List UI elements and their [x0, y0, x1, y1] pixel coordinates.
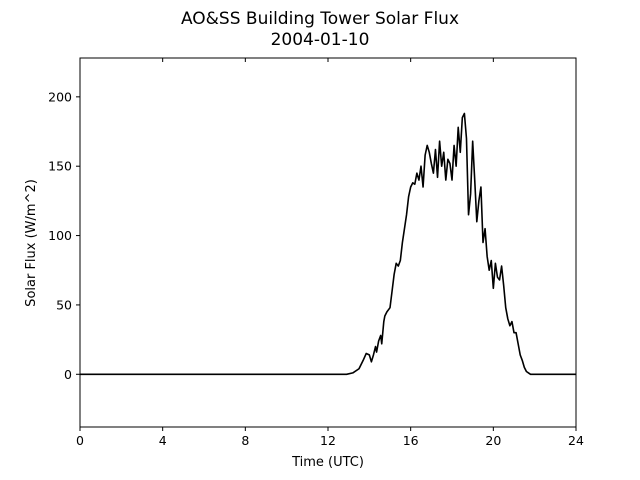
y-tick-label-1: 50 — [56, 297, 72, 312]
series-line-0 — [80, 112, 576, 376]
x-tick-label-6: 24 — [568, 433, 584, 448]
x-tick-label-2: 8 — [241, 433, 249, 448]
series-group — [80, 112, 576, 376]
y-tick-label-2: 100 — [48, 228, 72, 243]
y-tick-label-3: 150 — [48, 159, 72, 174]
y-axis-label: Solar Flux (W/m^2) — [24, 179, 39, 307]
x-tick-label-4: 16 — [403, 433, 419, 448]
x-tick-label-5: 20 — [485, 433, 501, 448]
plot-frame — [79, 57, 577, 428]
axis-ticks: 0 4 8 12 16 20 24 0 50 100 150 200 — [48, 58, 584, 448]
y-tick-label-4: 200 — [48, 89, 72, 104]
x-tick-label-1: 4 — [159, 433, 167, 448]
x-tick-label-3: 12 — [320, 433, 336, 448]
x-tick-label-0: 0 — [76, 433, 84, 448]
chart-subtitle: 2004-01-10 — [271, 30, 370, 50]
chart-title: AO&SS Building Tower Solar Flux — [181, 9, 459, 29]
x-axis-label: Time (UTC) — [291, 455, 364, 470]
y-tick-label-0: 0 — [64, 367, 72, 382]
